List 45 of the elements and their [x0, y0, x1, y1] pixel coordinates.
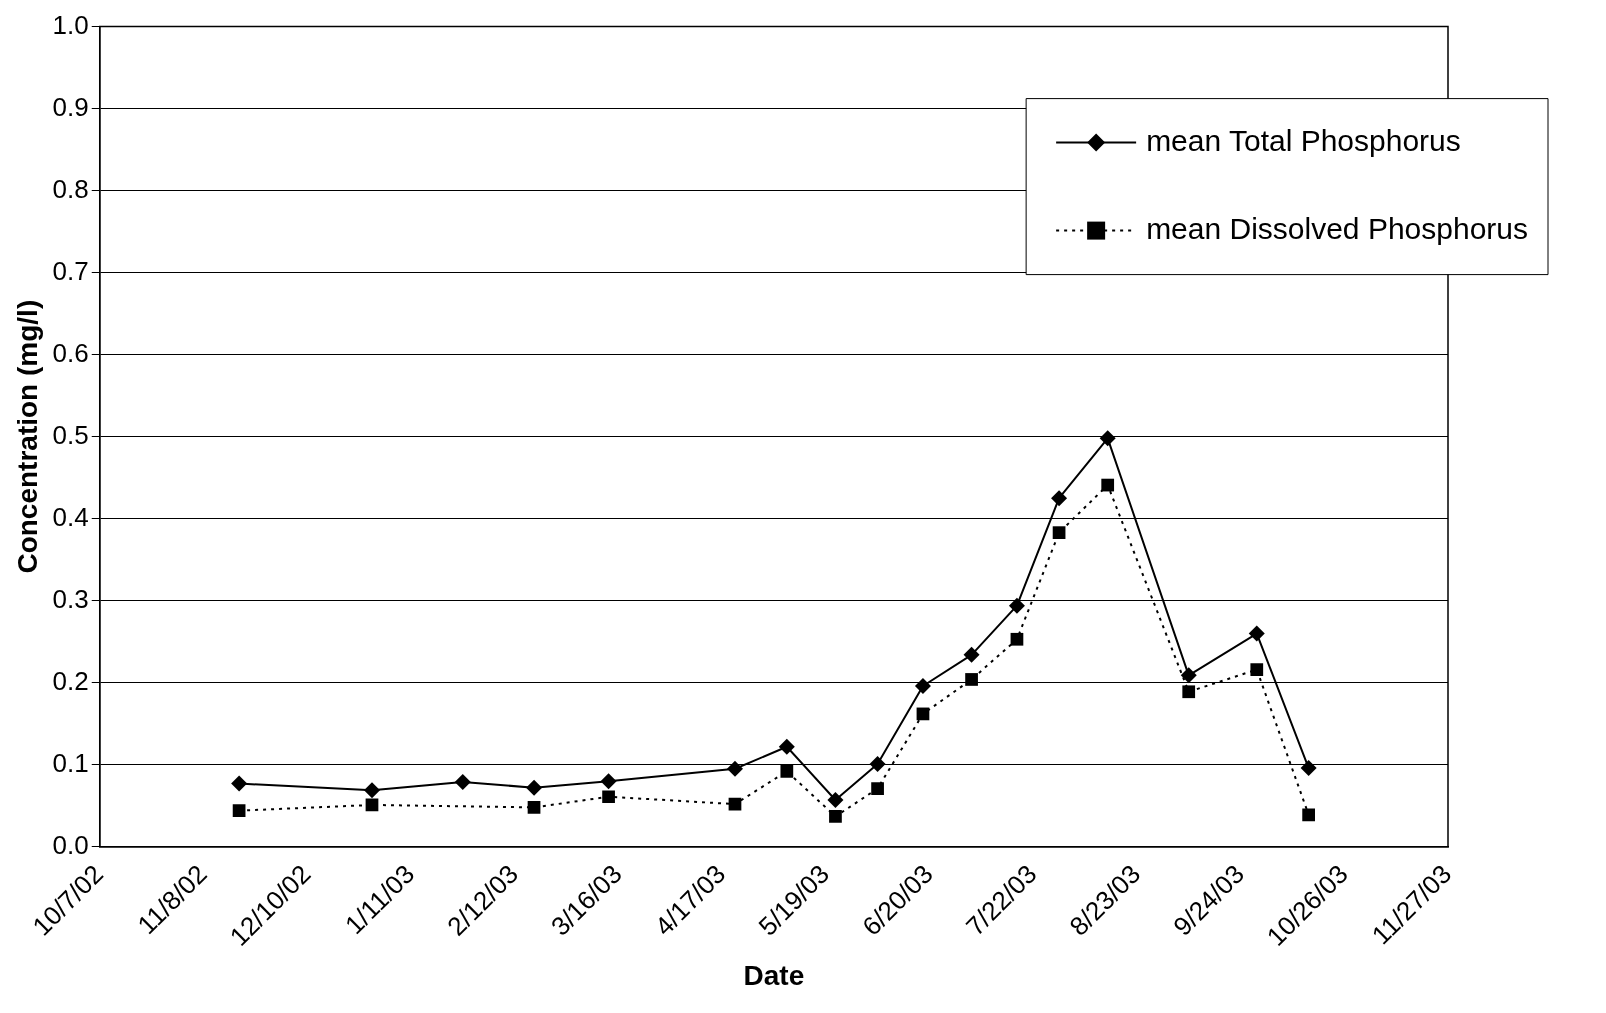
point: [726, 760, 743, 777]
point: [526, 779, 543, 796]
point: [1099, 430, 1116, 447]
point: [527, 801, 541, 814]
y-tick-label: 0.0: [52, 829, 89, 860]
point: [827, 792, 844, 809]
y-tick-label: 1.0: [52, 9, 89, 40]
point: [1250, 663, 1264, 676]
point: [963, 646, 980, 663]
x-axis-title: Date: [743, 959, 805, 991]
y-tick-label: 0.6: [52, 337, 89, 368]
point: [1248, 625, 1265, 642]
y-tick-label: 0.5: [52, 419, 89, 450]
point: [1052, 526, 1066, 540]
point: [232, 804, 246, 818]
y-tick-label: 0.1: [52, 747, 89, 778]
y-tick-label: 0.2: [52, 665, 89, 696]
point: [1010, 632, 1024, 646]
legend-label: mean Total Phosphorus: [1146, 123, 1461, 157]
point: [1051, 490, 1068, 507]
point: [778, 738, 795, 755]
point: [1180, 667, 1197, 684]
point: [1182, 685, 1196, 699]
legend-label: mean Dissolved Phosphorus: [1146, 211, 1528, 245]
point: [600, 773, 617, 790]
y-tick-label: 0.7: [52, 255, 89, 286]
point: [871, 782, 884, 795]
point: [965, 673, 978, 686]
y-tick-label: 0.9: [52, 91, 89, 122]
point: [869, 755, 886, 772]
point: [914, 678, 931, 695]
point: [1300, 760, 1317, 777]
point: [1101, 478, 1115, 492]
point: [231, 775, 248, 792]
point: [1302, 808, 1315, 822]
point: [1008, 597, 1025, 614]
point: [780, 764, 794, 778]
y-axis-title: Concentration (mg/l): [11, 299, 43, 574]
point: [602, 790, 615, 804]
point: [363, 782, 380, 799]
y-tick-label: 0.3: [52, 583, 89, 614]
point: [454, 773, 471, 790]
point: [829, 810, 842, 823]
y-tick-label: 0.8: [52, 173, 89, 204]
y-tick-label: 0.4: [52, 501, 89, 532]
